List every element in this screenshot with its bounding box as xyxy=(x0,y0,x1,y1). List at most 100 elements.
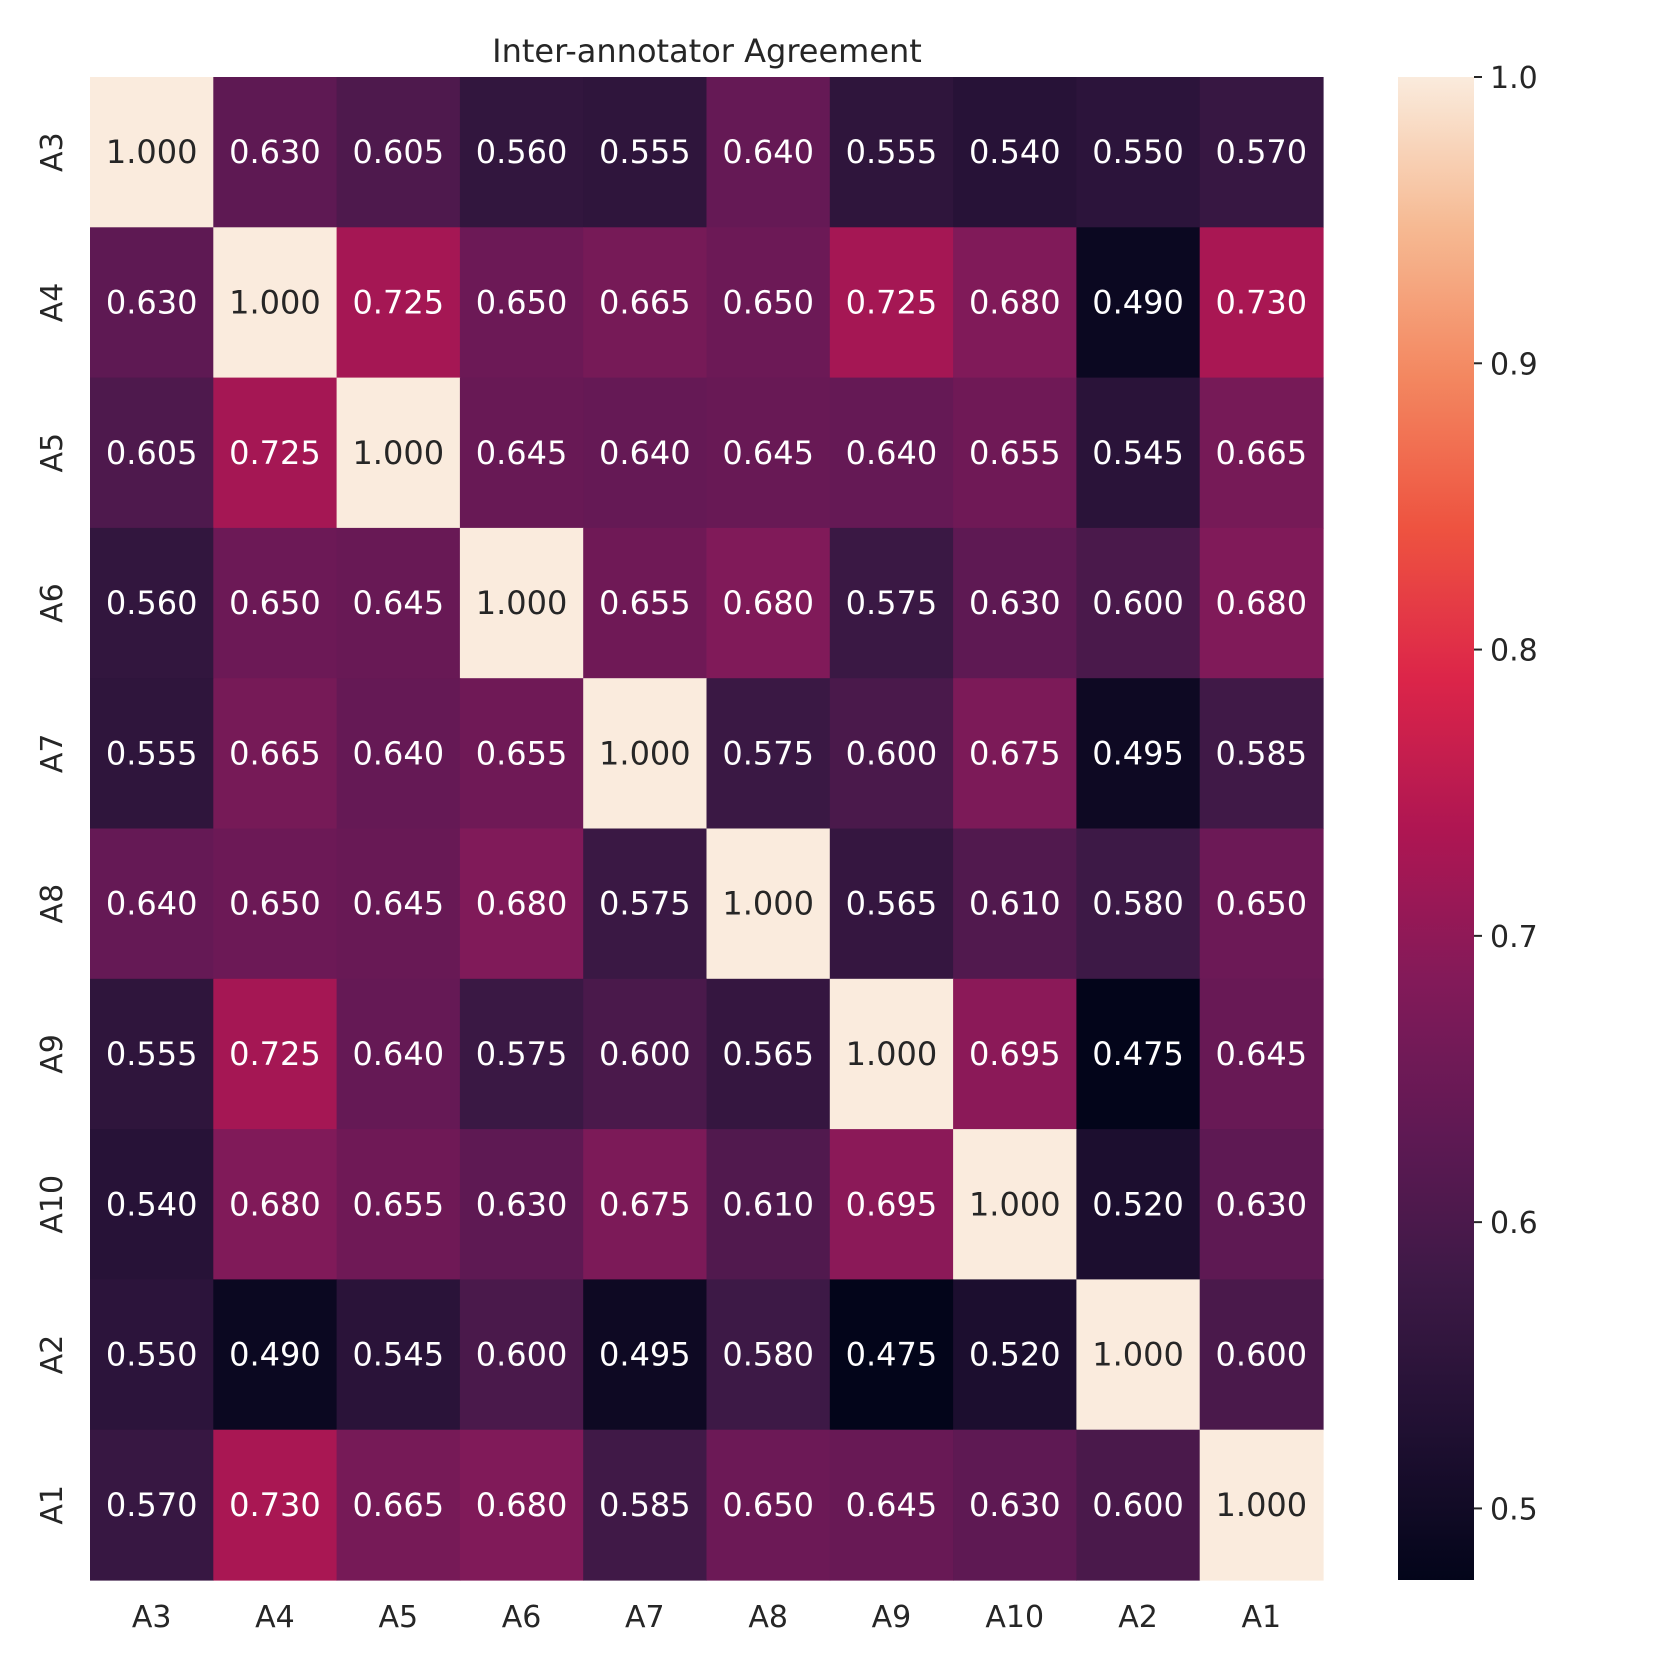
row-label-A3: A3 xyxy=(35,132,70,172)
row-label-A10: A10 xyxy=(35,1175,70,1234)
row-label-A4: A4 xyxy=(35,283,70,323)
heatmap-cell-A1-A8 xyxy=(706,1429,831,1581)
cell-value-label: 0.585 xyxy=(1216,734,1308,772)
cell-value-label: 0.545 xyxy=(352,1336,444,1374)
row-label-A7: A7 xyxy=(35,734,70,774)
heatmap-cell-A5-A8 xyxy=(706,377,831,529)
colorbar-tick-label: 1.0 xyxy=(1490,61,1538,96)
cell-value-label: 0.490 xyxy=(229,1336,321,1374)
heatmap-cell-A1-A10 xyxy=(953,1429,1077,1581)
cell-value-label: 0.555 xyxy=(106,734,198,772)
cell-value-label: 0.580 xyxy=(1092,885,1184,923)
chart-title: Inter-annotator Agreement xyxy=(492,32,922,70)
heatmap-cell-A7-A1 xyxy=(1199,678,1324,830)
cell-value-label: 0.730 xyxy=(229,1486,321,1524)
heatmap-cell-A4-A6 xyxy=(459,227,584,379)
col-label-A4: A4 xyxy=(255,1600,295,1635)
cell-value-label: 0.640 xyxy=(352,734,444,772)
cell-value-label: 0.665 xyxy=(1216,434,1308,472)
heatmap-cell-A6-A9 xyxy=(829,527,954,679)
cell-value-label: 0.600 xyxy=(1092,1486,1184,1524)
cell-value-label: 0.630 xyxy=(1216,1185,1308,1223)
heatmap-cells: 1.000 0.630 0.605 0.560 0.555 0.640 0.555 0.540… xyxy=(90,77,1324,1581)
heatmap-cell-A8-A4 xyxy=(213,828,338,980)
heatmap-cell-A2-A4 xyxy=(213,1279,338,1431)
cell-value-label: 0.645 xyxy=(846,1486,938,1524)
cell-value-label: 0.600 xyxy=(846,734,938,772)
col-label-A7: A7 xyxy=(625,1600,665,1635)
heatmap-cell-A4-A2 xyxy=(1076,227,1201,379)
cell-value-label: 0.605 xyxy=(352,133,444,171)
heatmap-cell-A6-A8 xyxy=(706,527,831,679)
heatmap-cell-A2-A5 xyxy=(336,1279,461,1431)
heatmap-cell-A8-A10 xyxy=(953,828,1077,980)
heatmap-cell-A9-A10 xyxy=(953,978,1077,1130)
heatmap-cell-A3-A8 xyxy=(706,77,831,228)
heatmap-cell-A5-A4 xyxy=(213,377,338,529)
heatmap-cell-A6-A4 xyxy=(213,527,338,679)
heatmap-cell-A6-A1 xyxy=(1199,527,1324,679)
cell-value-label: 1.000 xyxy=(352,434,444,472)
cell-value-label: 0.570 xyxy=(1216,133,1308,171)
heatmap-cell-A3-A4 xyxy=(213,77,338,228)
cell-value-label: 0.650 xyxy=(722,1486,814,1524)
row-label-A1: A1 xyxy=(35,1485,70,1525)
cell-value-label: 0.630 xyxy=(476,1185,568,1223)
cell-value-label: 0.550 xyxy=(106,1336,198,1374)
heatmap-cell-A7-A2 xyxy=(1076,678,1201,830)
heatmap-cell-A8-A1 xyxy=(1199,828,1324,980)
heatmap-cell-A2-A3 xyxy=(90,1279,214,1431)
cell-value-label: 0.600 xyxy=(599,1035,691,1073)
cell-value-label: 1.000 xyxy=(846,1035,938,1073)
cell-value-label: 0.675 xyxy=(599,1185,691,1223)
cell-value-label: 0.645 xyxy=(1216,1035,1308,1073)
heatmap-cell-A6-A6 xyxy=(459,527,584,679)
cell-value-label: 0.655 xyxy=(476,734,568,772)
heatmap-cell-A4-A4 xyxy=(213,227,338,379)
cell-value-label: 0.730 xyxy=(1216,283,1308,321)
heatmap-cell-A8-A2 xyxy=(1076,828,1201,980)
cell-value-label: 0.650 xyxy=(229,584,321,622)
cell-value-label: 0.550 xyxy=(1092,133,1184,171)
heatmap-cell-A1-A1 xyxy=(1199,1429,1324,1581)
cell-value-label: 0.520 xyxy=(1092,1185,1184,1223)
heatmap-cell-A3-A1 xyxy=(1199,77,1324,228)
cell-value-label: 0.555 xyxy=(599,133,691,171)
heatmap-cell-A5-A2 xyxy=(1076,377,1201,529)
cell-value-label: 0.585 xyxy=(599,1486,691,1524)
cell-value-label: 0.540 xyxy=(106,1185,198,1223)
cell-value-label: 0.725 xyxy=(229,434,321,472)
heatmap-cell-A3-A9 xyxy=(829,77,954,228)
cell-value-label: 1.000 xyxy=(106,133,198,171)
heatmap-cell-A10-A8 xyxy=(706,1129,831,1280)
cell-value-label: 0.630 xyxy=(969,584,1061,622)
heatmap-cell-A9-A6 xyxy=(459,978,584,1130)
heatmap-cell-A10-A5 xyxy=(336,1129,461,1280)
cell-value-label: 0.725 xyxy=(846,283,938,321)
cell-value-label: 0.570 xyxy=(106,1486,198,1524)
heatmap-cell-A7-A4 xyxy=(213,678,338,830)
cell-value-label: 0.600 xyxy=(1216,1336,1308,1374)
col-label-A2: A2 xyxy=(1118,1600,1158,1635)
cell-value-label: 0.680 xyxy=(476,1486,568,1524)
heatmap-cell-A4-A7 xyxy=(583,227,708,379)
col-label-A3: A3 xyxy=(132,1600,172,1635)
heatmap-cell-A1-A2 xyxy=(1076,1429,1201,1581)
cell-value-label: 0.640 xyxy=(599,434,691,472)
row-label-A2: A2 xyxy=(35,1335,70,1375)
heatmap-cell-A10-A7 xyxy=(583,1129,708,1280)
cell-value-label: 0.555 xyxy=(846,133,938,171)
cell-value-label: 0.475 xyxy=(846,1336,938,1374)
heatmap-cell-A5-A5 xyxy=(336,377,461,529)
cell-value-label: 1.000 xyxy=(229,283,321,321)
cell-value-label: 0.665 xyxy=(229,734,321,772)
heatmap-cell-A4-A8 xyxy=(706,227,831,379)
heatmap-cell-A4-A5 xyxy=(336,227,461,379)
heatmap-cell-A8-A6 xyxy=(459,828,584,980)
heatmap-cell-A9-A1 xyxy=(1199,978,1324,1130)
cell-value-label: 0.680 xyxy=(476,885,568,923)
cell-value-label: 1.000 xyxy=(722,885,814,923)
cell-value-label: 0.520 xyxy=(969,1336,1061,1374)
